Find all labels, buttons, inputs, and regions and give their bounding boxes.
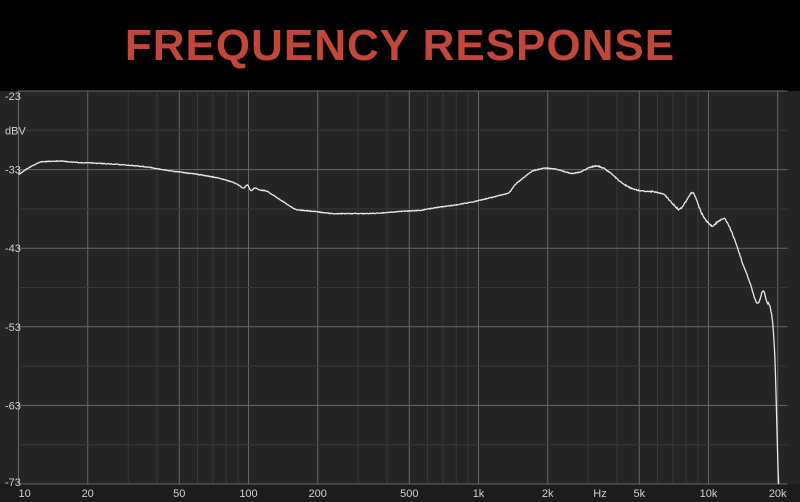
svg-text:Hz: Hz <box>593 488 606 500</box>
svg-text:200: 200 <box>309 488 327 500</box>
svg-text:dBV: dBV <box>5 125 26 137</box>
svg-text:500: 500 <box>400 488 418 500</box>
svg-text:2k: 2k <box>542 488 554 500</box>
svg-text:10k: 10k <box>700 488 718 500</box>
svg-text:50: 50 <box>173 488 185 500</box>
svg-text:20k: 20k <box>769 488 787 500</box>
svg-text:1k: 1k <box>473 488 485 500</box>
svg-text:10: 10 <box>19 488 31 500</box>
svg-text:5k: 5k <box>633 488 645 500</box>
svg-text:-53: -53 <box>5 322 21 334</box>
svg-text:-73: -73 <box>5 477 21 489</box>
svg-text:-33: -33 <box>5 165 21 177</box>
svg-text:20: 20 <box>82 488 94 500</box>
svg-text:100: 100 <box>239 488 257 500</box>
svg-text:-63: -63 <box>5 400 21 412</box>
svg-text:-43: -43 <box>5 243 21 255</box>
svg-text:-23: -23 <box>5 91 21 103</box>
